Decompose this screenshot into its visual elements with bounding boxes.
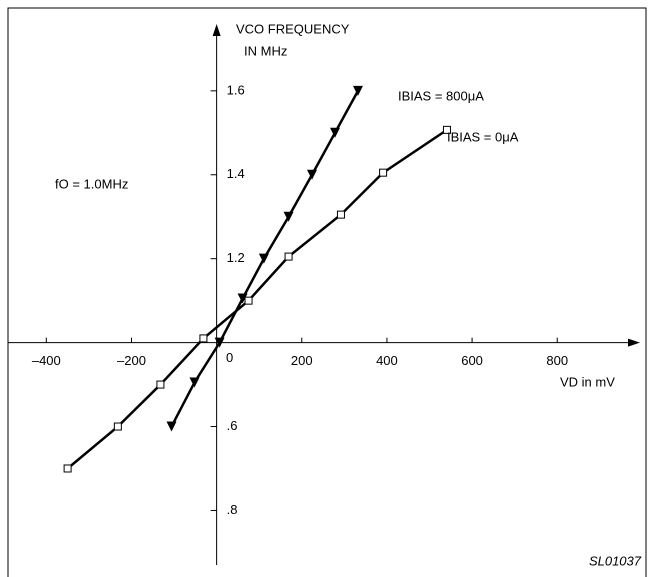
y-tick-label: 1.6 (227, 82, 245, 97)
legend-label: IBIAS = 800μA (398, 88, 484, 103)
point (63, 464, 72, 473)
x-tick-label: –200 (117, 353, 146, 368)
x-tick-label: 600 (461, 353, 483, 368)
point (306, 169, 317, 180)
footer: SL01037 (589, 553, 642, 568)
y-axis-label: IN MHz (244, 43, 287, 58)
x-axis-label: VD in mV (560, 374, 615, 389)
x-axis-arrow (628, 338, 640, 347)
y-axis-label: VCO FREQUENCY (236, 21, 350, 36)
y-tick-label: 1.2 (227, 250, 245, 265)
point (244, 296, 253, 305)
frame (7, 7, 647, 577)
x-tick-label: –400 (32, 353, 61, 368)
point (283, 211, 294, 222)
x-tick-label: 0 (226, 350, 233, 365)
point (336, 210, 345, 219)
x-tick-label: 800 (546, 353, 568, 368)
annotation: fO = 1.0MHz (55, 176, 128, 191)
y-tick-label: .6 (227, 418, 238, 433)
point (284, 252, 293, 261)
point (113, 422, 122, 431)
point (258, 253, 269, 264)
point (199, 334, 208, 343)
y-tick-label: 1.4 (227, 166, 245, 181)
point (352, 85, 363, 96)
legend-label: IBIAS = 0μA (447, 129, 519, 144)
point (237, 293, 248, 304)
point (214, 337, 225, 348)
point (156, 380, 165, 389)
x-tick-label: 200 (291, 353, 313, 368)
y-axis-arrow (212, 24, 221, 36)
point (329, 127, 340, 138)
x-tick-label: 400 (376, 353, 398, 368)
point (189, 377, 200, 388)
point (379, 168, 388, 177)
point (166, 421, 177, 432)
point (442, 125, 451, 134)
y-tick-label: .8 (227, 502, 238, 517)
